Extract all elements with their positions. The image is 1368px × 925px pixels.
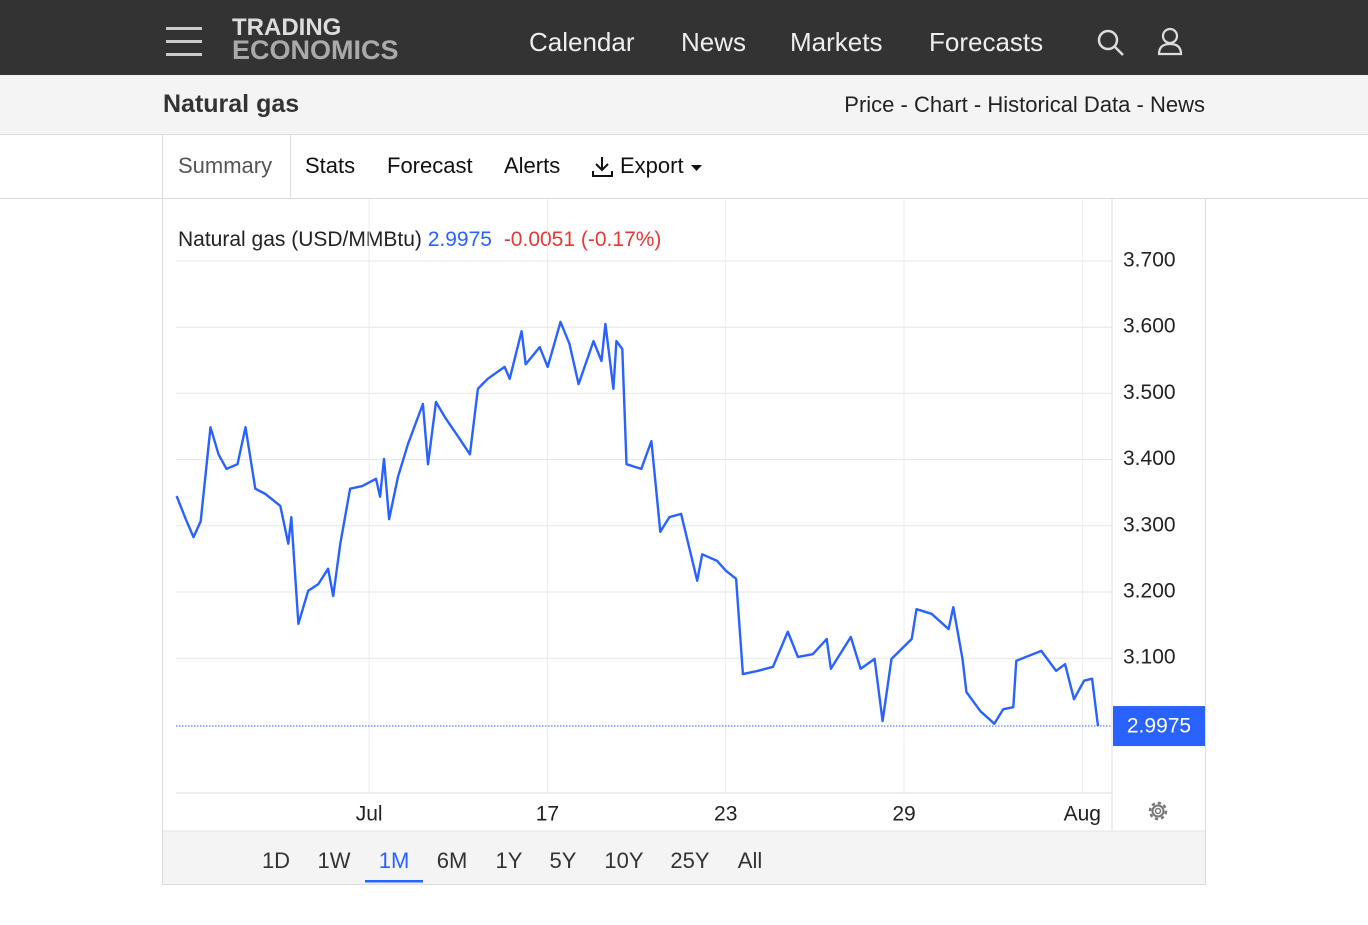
header-links: Price - Chart - Historical Data - News	[844, 92, 1205, 118]
chart-frame	[162, 198, 1206, 885]
active-tab-bg	[162, 135, 291, 199]
y-tick-label: 3.600	[1123, 315, 1176, 338]
range-button[interactable]: 6M	[437, 848, 468, 873]
tab[interactable]: Export	[620, 153, 684, 178]
top-bar: TRADING ECONOMICS Calendar News Markets …	[0, 0, 1368, 75]
y-tick-label: 3.700	[1123, 249, 1176, 272]
logo-line: ECONOMICS	[232, 35, 399, 65]
range-button[interactable]: 10Y	[604, 848, 643, 873]
separator: -	[900, 92, 908, 117]
range-underline	[365, 880, 423, 883]
y-tick-label: 3.400	[1123, 447, 1176, 470]
tab[interactable]: Stats	[305, 153, 356, 178]
page-title: Natural gas	[163, 90, 300, 118]
range-button[interactable]: 1M	[379, 848, 410, 873]
caret	[691, 165, 702, 171]
logo-line: TRADING	[232, 14, 342, 41]
chart: Natural gas (USD/MMBtu) 2.9975 -0.0051 (…	[162, 198, 1206, 885]
header-link[interactable]: News	[1149, 92, 1205, 117]
logo[interactable]: TRADING ECONOMICS	[232, 14, 399, 65]
range-button[interactable]: 25Y	[670, 848, 709, 873]
series-name: Natural gas (USD/MMBtu)	[178, 228, 422, 251]
x-tick-label: 29	[892, 803, 915, 826]
change-percent: (-0.17%)	[581, 228, 662, 251]
y-tick-label: 3.300	[1123, 513, 1176, 536]
separator: -	[1136, 92, 1144, 117]
tab[interactable]: Forecast	[387, 153, 473, 178]
price-line	[175, 320, 1100, 727]
x-tick-label: Jul	[356, 803, 383, 826]
download-icon	[592, 157, 613, 177]
menu-icon[interactable]	[166, 26, 204, 56]
y-tick-label: 3.500	[1123, 381, 1176, 404]
settings-icon[interactable]	[1148, 801, 1168, 821]
tab[interactable]: Summary	[178, 153, 273, 178]
tab-bar: Summary Stats Forecast Alerts Export	[0, 135, 1368, 199]
legend: Natural gas (USD/MMBtu) 2.9975 -0.0051 (…	[178, 228, 661, 251]
header: Natural gas Price - Chart - Historical D…	[0, 75, 1368, 135]
x-tick-label: Aug	[1064, 803, 1101, 826]
range-button[interactable]: 1W	[318, 848, 351, 873]
x-tick-label: 23	[714, 803, 737, 826]
y-tick-label: 3.200	[1123, 580, 1176, 603]
nav-link[interactable]: Markets	[790, 27, 883, 57]
nav-link[interactable]: Calendar	[529, 27, 635, 57]
nav-link[interactable]: News	[681, 27, 747, 57]
header-link[interactable]: Chart	[913, 92, 968, 117]
range-bar	[163, 831, 1205, 884]
last-value-label: 2.9975	[1127, 715, 1191, 738]
header-link[interactable]: Historical Data	[987, 92, 1131, 117]
nav-link[interactable]: Forecasts	[929, 27, 1044, 57]
last-value-badge	[1113, 706, 1205, 747]
range-button[interactable]: 1D	[262, 848, 290, 873]
range-button[interactable]: 5Y	[550, 848, 577, 873]
header-link[interactable]: Price	[844, 92, 895, 117]
x-tick-label: 17	[536, 803, 559, 826]
range-button[interactable]: 1Y	[496, 848, 523, 873]
separator: -	[973, 92, 982, 117]
user-icon[interactable]	[1156, 27, 1184, 57]
last-value: 2.9975	[428, 228, 492, 251]
change: -0.0051	[504, 228, 575, 251]
search-icon[interactable]	[1096, 28, 1126, 58]
tab[interactable]: Alerts	[504, 153, 561, 178]
range-button[interactable]: All	[738, 848, 762, 873]
y-tick-label: 3.100	[1123, 646, 1176, 669]
